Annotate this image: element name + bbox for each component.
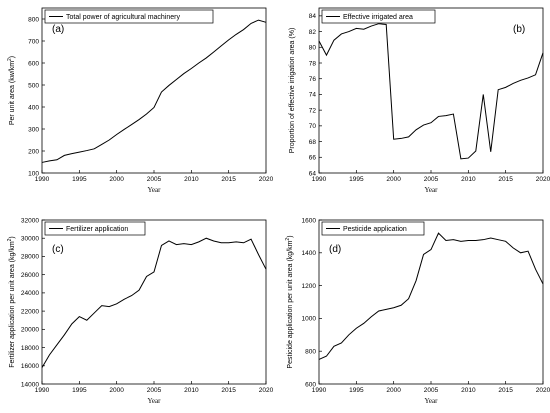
x-tick-label: 2010 (184, 387, 199, 394)
y-tick-label: 66 (309, 155, 317, 162)
legend-box (44, 9, 214, 24)
legend-box (321, 9, 436, 24)
y-tick-label: 68 (309, 139, 317, 146)
x-tick-label: 2015 (221, 176, 236, 183)
x-tick-label: 2005 (147, 176, 162, 183)
y-tick-label: 76 (309, 76, 317, 83)
y-tick-label: 28000 (21, 254, 39, 261)
x-axis-title: Year (148, 186, 162, 194)
x-tick-label: 2005 (147, 387, 162, 394)
legend-label: Effective irrigated area (343, 14, 413, 21)
panel-letter: (d) (329, 244, 341, 255)
plot-frame (318, 7, 544, 174)
x-tick-label: 1995 (72, 387, 87, 394)
chart-panel-4: 1990 1995 2000 2005 2010 2015 2020 600 800 1000 12… (285, 217, 550, 405)
y-tick-label: 400 (28, 104, 39, 111)
series-line (41, 19, 267, 163)
x-tick-label: 1990 (312, 387, 327, 394)
x-tick-label: 2000 (386, 387, 401, 394)
y-tick-label: 20000 (21, 327, 39, 334)
y-tick-label: 70 (309, 123, 317, 130)
y-tick-label: 600 (28, 60, 39, 67)
plot-frame (41, 219, 267, 385)
series-line (41, 237, 267, 368)
legend-box (44, 221, 146, 236)
x-tick-label: 2020 (259, 176, 274, 183)
x-tick-label: 2015 (498, 176, 513, 183)
x-tick-label: 2010 (461, 176, 476, 183)
x-axis-title: Year (148, 397, 162, 405)
y-tick-label: 22000 (21, 308, 39, 315)
y-tick-label: 16000 (21, 363, 39, 370)
x-tick-label: 2015 (498, 387, 513, 394)
legend-label: Total power of agricultural machinery (66, 14, 180, 21)
legend-box (321, 221, 425, 236)
x-tick-label: 2000 (386, 176, 401, 183)
x-tick-label: 1990 (35, 176, 50, 183)
y-tick-label: 800 (305, 349, 316, 356)
x-tick-label: 1990 (35, 387, 50, 394)
series-line (318, 23, 544, 160)
x-tick-label: 2010 (184, 176, 199, 183)
y-tick-label: 80 (309, 45, 317, 52)
panel-letter: (b) (513, 24, 525, 35)
y-axis-title: Proportion of effective irrigation area … (289, 28, 296, 154)
legend-label: Pesticide application (343, 226, 407, 233)
y-tick-label: 1600 (302, 217, 317, 224)
y-tick-label: 18000 (21, 345, 39, 352)
x-axis-title: Year (425, 397, 439, 405)
y-tick-label: 14000 (21, 381, 39, 388)
y-tick-label: 1200 (302, 283, 317, 290)
y-tick-label: 82 (309, 29, 317, 36)
y-tick-label: 1400 (302, 250, 317, 257)
x-tick-label: 2010 (461, 387, 476, 394)
x-tick-label: 2020 (259, 387, 274, 394)
y-axis-title: Per unit area (kw/km2) (7, 56, 16, 125)
y-tick-label: 200 (28, 148, 39, 155)
y-tick-label: 1000 (302, 316, 317, 323)
chart-panel-1: 1990 1995 2000 2005 2010 2015 2020 100 200 300 400… (7, 7, 274, 194)
series-line (318, 232, 544, 360)
x-tick-label: 1995 (72, 176, 87, 183)
y-tick-label: 500 (28, 82, 39, 89)
x-tick-label: 2020 (536, 176, 550, 183)
y-tick-label: 32000 (21, 217, 39, 224)
panel-letter: (c) (52, 244, 64, 255)
y-tick-label: 24000 (21, 290, 39, 297)
x-tick-label: 1990 (312, 176, 327, 183)
y-tick-label: 800 (28, 16, 39, 23)
y-tick-label: 64 (309, 170, 317, 177)
y-tick-label: 700 (28, 38, 39, 45)
x-axis-title: Year (425, 186, 439, 194)
x-tick-label: 2000 (109, 176, 124, 183)
y-tick-label: 72 (309, 107, 317, 114)
x-tick-label: 2005 (424, 387, 439, 394)
x-tick-label: 2000 (109, 387, 124, 394)
legend-label: Fertilizer application (66, 226, 128, 233)
y-tick-label: 600 (305, 381, 316, 388)
y-tick-label: 78 (309, 60, 317, 67)
y-axis-title: Pesticide application per unit area (kg/… (285, 235, 294, 368)
chart-panel-3: 1990 1995 2000 2005 2010 2015 2020 14000 16000 18… (7, 217, 274, 405)
y-tick-label: 26000 (21, 272, 39, 279)
x-tick-label: 2020 (536, 387, 550, 394)
chart-panel-2: 1990 1995 2000 2005 2010 2015 2020 64 66 68 70 72 74… (289, 7, 550, 194)
panel-letter: (a) (52, 24, 64, 35)
x-tick-label: 1995 (349, 387, 364, 394)
x-tick-label: 2015 (221, 387, 236, 394)
plot-frame (41, 7, 267, 174)
y-tick-label: 74 (309, 92, 317, 99)
y-tick-label: 100 (28, 170, 39, 177)
x-tick-label: 1995 (349, 176, 364, 183)
y-tick-label: 30000 (21, 236, 39, 243)
y-tick-label: 84 (309, 13, 317, 20)
x-tick-label: 2005 (424, 176, 439, 183)
y-tick-label: 300 (28, 126, 39, 133)
y-axis-title: Fertilizer application per unit area (kg… (7, 236, 16, 368)
